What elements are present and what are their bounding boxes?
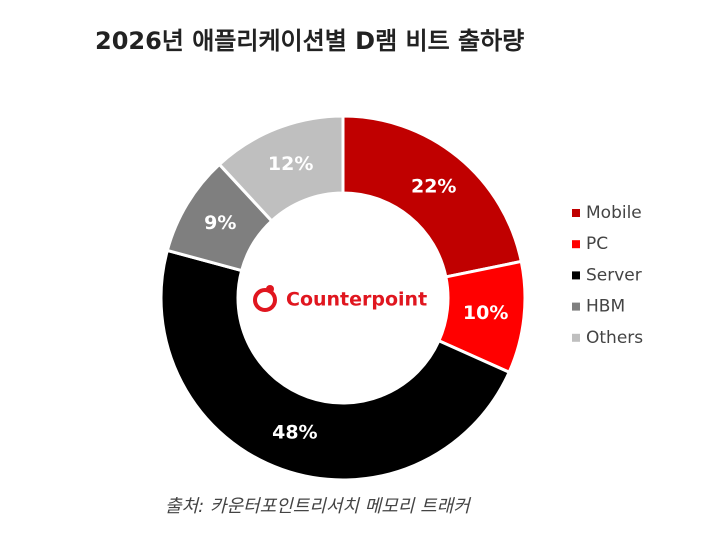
data-label: 48%: [272, 422, 317, 444]
legend-swatch: [572, 271, 580, 280]
center-label: Counterpoint: [286, 289, 427, 311]
legend-label: Mobile: [586, 203, 642, 223]
logo-dot: [266, 285, 274, 293]
logo: Counterpoint: [253, 285, 427, 312]
legend-swatch: [572, 333, 580, 342]
source-note: 출처: 카운터포인트리서치 메모리 트래커: [165, 496, 472, 517]
data-label: 12%: [268, 153, 313, 175]
legend-label: PC: [586, 234, 608, 254]
legend-swatch: [572, 240, 580, 249]
legend-swatch: [572, 209, 580, 217]
data-label: 10%: [463, 302, 508, 324]
data-label: 9%: [204, 212, 236, 234]
legend-label: Server: [586, 265, 642, 285]
legend-swatch: [572, 302, 580, 311]
chart-title: 2026년 애플리케이션별 D램 비트 출하량: [95, 27, 524, 55]
legend-label: HBM: [586, 297, 625, 317]
legend-label: Others: [586, 328, 643, 348]
donut-slice: [159, 248, 512, 482]
data-label: 22%: [411, 175, 456, 197]
logo-icon: [253, 288, 277, 312]
donut-slice: [341, 114, 524, 279]
donut-slice: [217, 114, 345, 224]
